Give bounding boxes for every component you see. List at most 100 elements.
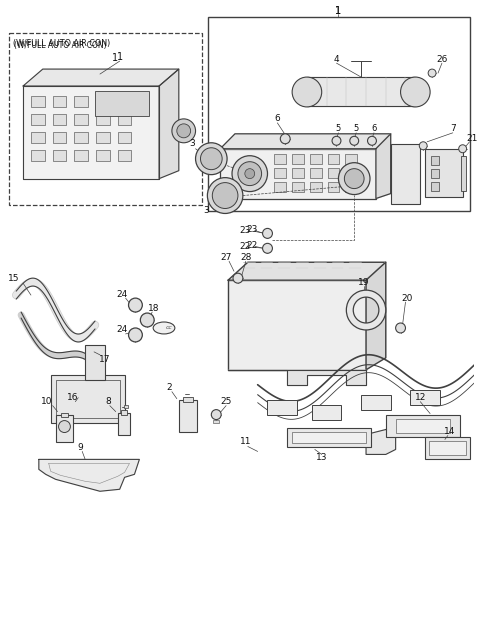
Circle shape <box>207 177 243 213</box>
Bar <box>31 114 45 125</box>
Bar <box>292 431 366 444</box>
Bar <box>425 149 463 197</box>
Text: 11: 11 <box>240 437 252 446</box>
Circle shape <box>292 77 322 107</box>
Circle shape <box>212 183 238 208</box>
Bar <box>361 395 391 410</box>
Bar <box>292 168 304 177</box>
Circle shape <box>238 161 262 186</box>
Polygon shape <box>23 86 159 179</box>
Circle shape <box>396 323 406 333</box>
Text: 22: 22 <box>240 242 251 251</box>
Bar <box>9 33 203 204</box>
Bar <box>53 96 66 107</box>
Bar <box>53 150 66 161</box>
Polygon shape <box>228 280 366 370</box>
Bar <box>56 380 120 417</box>
Text: 6: 6 <box>371 124 377 133</box>
Bar <box>183 397 192 402</box>
Bar <box>118 96 132 107</box>
Bar <box>328 154 339 164</box>
Text: 12: 12 <box>415 393 426 402</box>
Text: 1: 1 <box>336 6 342 16</box>
Bar <box>431 181 439 190</box>
Text: 14: 14 <box>444 427 456 436</box>
Bar <box>275 168 286 177</box>
Ellipse shape <box>153 322 175 334</box>
Bar <box>118 150 132 161</box>
Text: 2: 2 <box>166 383 172 392</box>
Polygon shape <box>159 69 179 179</box>
Bar <box>275 181 286 192</box>
Polygon shape <box>220 134 391 149</box>
Text: 13: 13 <box>316 453 327 462</box>
Text: 8: 8 <box>105 397 111 406</box>
Text: 23: 23 <box>240 226 251 235</box>
Bar <box>118 114 132 125</box>
Bar <box>431 168 439 177</box>
Text: 16: 16 <box>67 393 78 402</box>
Bar <box>310 154 322 164</box>
Text: 4: 4 <box>334 55 339 64</box>
Text: 19: 19 <box>359 278 370 287</box>
Bar <box>310 168 322 177</box>
Circle shape <box>245 168 255 179</box>
Text: 3: 3 <box>190 140 195 149</box>
Bar <box>74 132 88 143</box>
Bar <box>396 419 450 433</box>
Bar <box>96 96 110 107</box>
Polygon shape <box>376 134 391 199</box>
Bar <box>60 413 69 417</box>
Text: 20: 20 <box>402 294 413 303</box>
Bar <box>346 168 357 177</box>
Bar <box>292 181 304 192</box>
Text: 15: 15 <box>8 274 19 283</box>
Text: 25: 25 <box>220 397 232 406</box>
Bar <box>391 144 420 204</box>
Text: 23: 23 <box>246 225 257 234</box>
Bar <box>410 390 440 404</box>
Bar <box>31 150 45 161</box>
Text: 1: 1 <box>112 53 118 63</box>
Bar <box>31 96 45 107</box>
Bar <box>461 156 466 190</box>
Bar <box>346 181 357 192</box>
Text: 26: 26 <box>436 55 448 64</box>
Circle shape <box>129 328 143 342</box>
Text: 28: 28 <box>240 253 252 262</box>
Polygon shape <box>228 262 386 280</box>
Circle shape <box>280 134 290 144</box>
Polygon shape <box>220 149 376 199</box>
Bar <box>425 437 469 459</box>
Bar <box>95 91 149 116</box>
Text: 10: 10 <box>41 397 52 406</box>
Bar <box>312 404 341 420</box>
Bar <box>51 375 125 422</box>
Bar <box>213 420 219 422</box>
Circle shape <box>172 119 195 143</box>
Text: 5: 5 <box>354 124 359 133</box>
Bar <box>208 17 469 212</box>
Polygon shape <box>23 69 179 86</box>
Text: 6: 6 <box>275 114 280 123</box>
Bar <box>53 114 66 125</box>
Text: 27: 27 <box>220 253 232 262</box>
Circle shape <box>129 298 143 312</box>
Bar <box>179 400 196 431</box>
Bar <box>346 154 357 164</box>
Bar <box>85 345 105 380</box>
Circle shape <box>332 136 341 145</box>
Bar <box>431 156 439 165</box>
Circle shape <box>201 148 222 170</box>
Text: 22: 22 <box>246 241 257 250</box>
Bar <box>53 132 66 143</box>
Text: 24: 24 <box>116 289 127 298</box>
Bar <box>287 428 371 448</box>
Text: 18: 18 <box>148 303 160 312</box>
Circle shape <box>368 136 376 145</box>
Bar <box>120 410 127 415</box>
Circle shape <box>400 77 430 107</box>
Bar <box>328 168 339 177</box>
Circle shape <box>459 145 467 153</box>
Bar <box>429 442 466 455</box>
